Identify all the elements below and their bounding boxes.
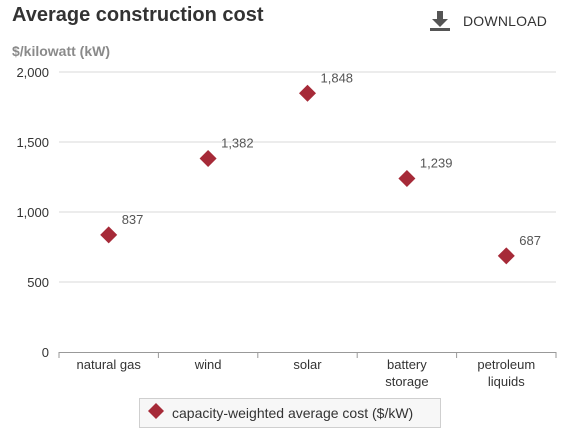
x-tick-label: petroleum liquids bbox=[477, 357, 535, 389]
data-point bbox=[299, 84, 316, 102]
data-point bbox=[497, 247, 515, 265]
data-label: 1,239 bbox=[420, 156, 453, 171]
y-tick-label: 1,000 bbox=[16, 205, 49, 220]
legend-label: capacity-weighted average cost ($/kW) bbox=[172, 405, 414, 421]
x-tick-label: wind bbox=[194, 357, 222, 372]
x-tick-label: natural gas bbox=[77, 357, 142, 372]
download-icon bbox=[429, 10, 451, 32]
x-tick-label: battery storage bbox=[385, 357, 428, 389]
y-tick-label: 1,500 bbox=[16, 135, 49, 150]
y-tick-label: 500 bbox=[27, 275, 49, 290]
data-point bbox=[199, 150, 217, 168]
download-label: DOWNLOAD bbox=[463, 13, 548, 29]
y-axis-unit-label: $/kilowatt (kW) bbox=[12, 43, 111, 59]
y-tick-label: 2,000 bbox=[16, 65, 49, 80]
data-point bbox=[100, 226, 118, 244]
x-tick-label: solar bbox=[293, 357, 322, 372]
download-button[interactable]: DOWNLOAD bbox=[429, 10, 547, 32]
diamond-marker-icon bbox=[148, 402, 164, 424]
data-label: 1,382 bbox=[221, 136, 254, 151]
data-label: 687 bbox=[519, 233, 541, 248]
y-tick-label: 0 bbox=[42, 345, 49, 360]
data-label: 1,848 bbox=[321, 70, 354, 85]
legend-item[interactable]: capacity-weighted average cost ($/kW) bbox=[139, 398, 441, 428]
data-point bbox=[398, 170, 416, 188]
data-label: 837 bbox=[122, 212, 144, 227]
chart-title: Average construction cost bbox=[12, 4, 264, 26]
